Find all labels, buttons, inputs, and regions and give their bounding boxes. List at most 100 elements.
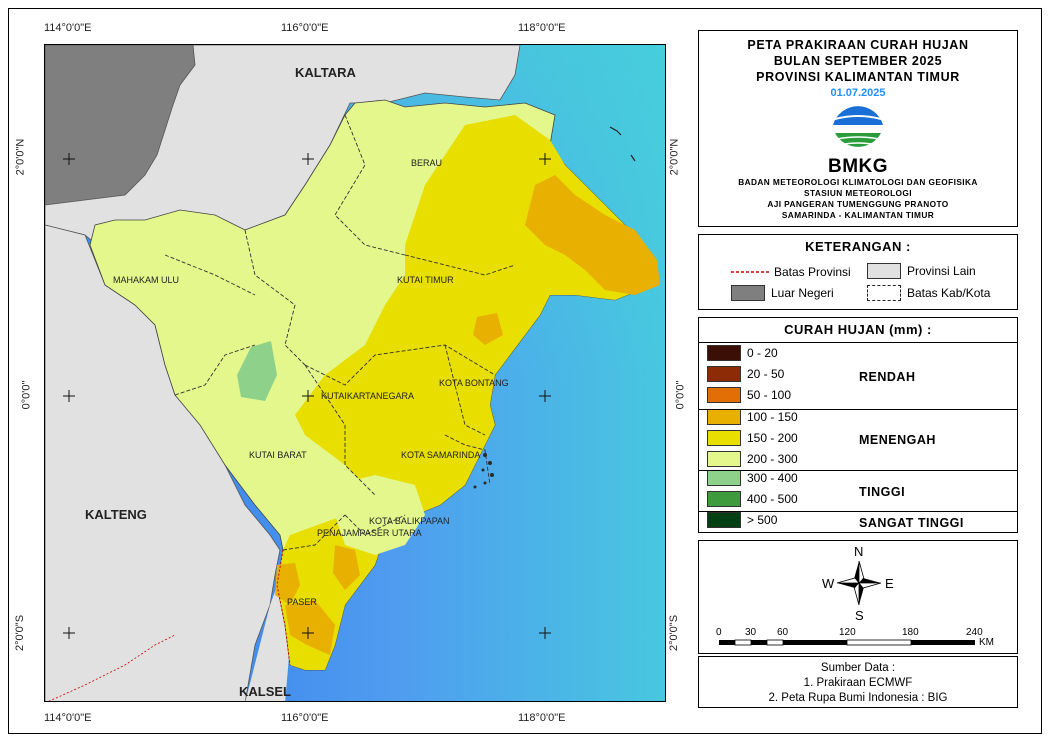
rainfall-class-label: 200 - 300	[747, 452, 798, 466]
legend-luar-negeri: Luar Negeri	[731, 285, 834, 301]
graticule	[63, 153, 551, 639]
rainfall-class-swatch	[707, 512, 741, 528]
label-penajam-paser-utara: PENAJAMPASER UTARA	[317, 528, 422, 538]
rainfall-class-row: 50 - 100	[707, 387, 791, 403]
label-kota-balikpapan: KOTA BALIKPAPAN	[369, 516, 450, 526]
source-line1: 1. Prakiraan ECMWF	[803, 677, 913, 689]
legend-provinsi-lain: Provinsi Lain	[867, 263, 976, 279]
keterangan-title: KETERANGAN :	[805, 239, 911, 254]
source-panel: Sumber Data : 1. Prakiraan ECMWF 2. Peta…	[698, 656, 1018, 708]
rainfall-class-row: 20 - 50	[707, 366, 784, 382]
coord-bottom-118: 118°0'0"E	[518, 712, 566, 724]
foreign-country-swatch	[731, 285, 765, 301]
north-arrow-icon	[836, 560, 882, 606]
province-boundary-icon	[731, 271, 771, 273]
label-mahakam-ulu: MAHAKAM ULU	[113, 275, 179, 285]
scale-tick-30: 30	[745, 627, 757, 638]
coord-right-2n: 2°0'0"N	[668, 138, 681, 176]
source-title: Sumber Data :	[820, 662, 896, 674]
rainfall-class-swatch	[707, 470, 741, 486]
scale-tick-0: 0	[716, 627, 722, 638]
label-kota-bontang: KOTA BONTANG	[439, 378, 509, 388]
rainfall-class-swatch	[707, 451, 741, 467]
rainfall-class-label: 0 - 20	[747, 346, 778, 360]
keterangan-panel: KETERANGAN : Batas Provinsi Provinsi Lai…	[698, 234, 1018, 310]
label-paser: PASER	[287, 597, 317, 607]
foreign-country-area	[45, 45, 196, 206]
regency-boundary-swatch	[867, 285, 901, 301]
rainfall-class-label: > 500	[747, 513, 778, 527]
institution-line4: SAMARINDA - KALIMANTAN TIMUR	[781, 210, 935, 220]
compass-east: E	[885, 576, 894, 591]
scale-tick-120: 120	[839, 627, 856, 638]
rainfall-class-label: 150 - 200	[747, 431, 798, 445]
zone-300-400	[237, 341, 277, 401]
compass-north: N	[854, 544, 863, 559]
label-berau: BERAU	[411, 158, 442, 168]
rainfall-class-label: 100 - 150	[747, 410, 798, 424]
coord-right-2s: 2°0'0"S	[668, 614, 681, 652]
rainfall-class-row: 100 - 150	[707, 409, 798, 425]
coord-top-116: 116°0'0"E	[281, 22, 329, 34]
legend-batas-provinsi: Batas Provinsi	[731, 265, 851, 279]
rainfall-class-row: 150 - 200	[707, 430, 798, 446]
rainfall-class-row: 0 - 20	[707, 345, 778, 361]
rainfall-legend-panel: CURAH HUJAN (mm) : 0 - 20 20 - 50 50 - 100…	[698, 317, 1018, 533]
compass-west: W	[822, 576, 835, 591]
scale-tick-240: 240	[966, 627, 983, 638]
legend-provinsi-lain-label: Provinsi Lain	[907, 264, 976, 278]
rainfall-class-swatch	[707, 409, 741, 425]
category-tinggi: TINGGI	[859, 485, 906, 499]
legend-batas-provinsi-label: Batas Provinsi	[774, 265, 851, 279]
scale-unit: KM	[979, 637, 994, 648]
label-kalsel: KALSEL	[239, 684, 291, 699]
rainfall-class-swatch	[707, 430, 741, 446]
coord-top-118: 118°0'0"E	[518, 22, 566, 34]
map-title-line3: PROVINSI KALIMANTAN TIMUR	[756, 70, 960, 84]
legend-batas-kab: Batas Kab/Kota	[867, 285, 990, 301]
map-title-line1: PETA PRAKIRAAN CURAH HUJAN	[747, 38, 969, 52]
institution-line3: AJI PANGERAN TUMENGGUNG PRANOTO	[767, 199, 949, 209]
category-rendah: RENDAH	[859, 370, 916, 384]
rainfall-class-row: > 500	[707, 512, 777, 528]
scale-tick-180: 180	[902, 627, 919, 638]
rainfall-class-label: 300 - 400	[747, 471, 798, 485]
title-panel: PETA PRAKIRAAN CURAH HUJAN BULAN SEPTEMB…	[698, 30, 1018, 227]
bmkg-logo-text: BMKG	[827, 156, 889, 177]
rainfall-class-swatch	[707, 387, 741, 403]
label-kutai-barat: KUTAI BARAT	[249, 450, 307, 460]
compass-scale-panel: N S W E 0 30 60 120 180 240 KM	[698, 540, 1018, 654]
legend-batas-kab-label: Batas Kab/Kota	[907, 286, 991, 300]
rainfall-class-swatch	[707, 366, 741, 382]
zone-100-150	[525, 175, 660, 295]
legend-luar-negeri-label: Luar Negeri	[771, 286, 834, 300]
category-divider	[699, 511, 1017, 512]
label-kutai-kartanegara: KUTAIKARTANEGARA	[321, 391, 414, 401]
label-kutai-timur: KUTAI TIMUR	[397, 275, 454, 285]
coord-left-2n: 2°0'0"N	[14, 138, 27, 176]
rainfall-class-swatch	[707, 491, 741, 507]
rainfall-class-row: 300 - 400	[707, 470, 798, 486]
scale-tick-60: 60	[777, 627, 789, 638]
coord-left-2s: 2°0'0"S	[14, 614, 27, 652]
map-title-line2: BULAN SEPTEMBER 2025	[773, 54, 943, 68]
coord-top-114: 114°0'0"E	[44, 22, 92, 34]
institution-line1: BADAN METEOROLOGI KLIMATOLOGI DAN GEOFIS…	[738, 177, 978, 187]
bmkg-logo-icon	[825, 103, 891, 157]
coord-bottom-114: 114°0'0"E	[44, 712, 92, 724]
source-line2: 2. Peta Rupa Bumi Indonesia : BIG	[768, 692, 948, 704]
rainfall-class-label: 50 - 100	[747, 388, 792, 402]
compass-south: S	[855, 608, 864, 623]
issue-date: 01.07.2025	[830, 87, 886, 99]
rainfall-class-row: 200 - 300	[707, 451, 798, 467]
category-divider	[699, 470, 1017, 471]
rainfall-map: KALTARA KALTENG KALSEL BERAU MAHAKAM ULU…	[44, 44, 666, 702]
coord-right-0: 0°0'0"	[674, 380, 687, 410]
category-menengah: MENENGAH	[859, 433, 936, 447]
label-kalteng: KALTENG	[85, 507, 147, 522]
rainfall-class-label: 20 - 50	[747, 367, 785, 381]
coord-left-0: 0°0'0"	[20, 380, 33, 410]
category-divider	[699, 409, 1017, 410]
other-province-swatch	[867, 263, 901, 279]
rainfall-class-swatch	[707, 345, 741, 361]
